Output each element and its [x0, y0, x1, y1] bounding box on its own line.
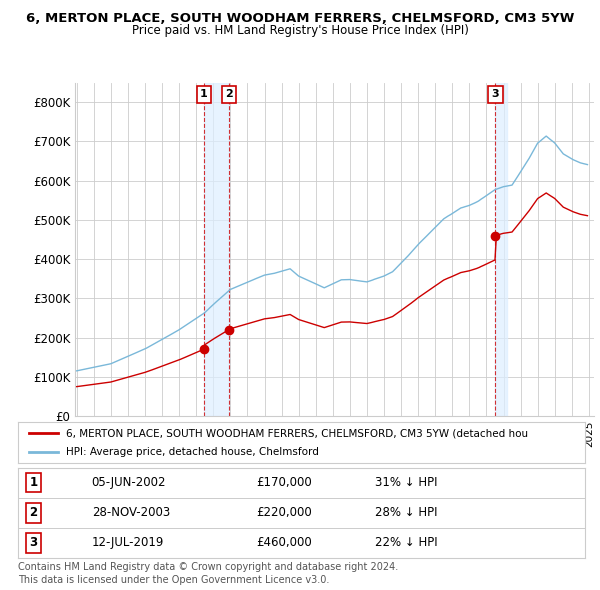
Text: 3: 3 [29, 536, 37, 549]
Text: 6, MERTON PLACE, SOUTH WOODHAM FERRERS, CHELMSFORD, CM3 5YW (detached hou: 6, MERTON PLACE, SOUTH WOODHAM FERRERS, … [66, 428, 529, 438]
Text: 28-NOV-2003: 28-NOV-2003 [92, 506, 170, 519]
Text: 05-JUN-2002: 05-JUN-2002 [92, 476, 166, 489]
Text: £170,000: £170,000 [256, 476, 312, 489]
Text: £220,000: £220,000 [256, 506, 312, 519]
Text: 31% ↓ HPI: 31% ↓ HPI [375, 476, 438, 489]
Text: 12-JUL-2019: 12-JUL-2019 [92, 536, 164, 549]
Text: 2: 2 [29, 506, 37, 519]
Text: 2: 2 [225, 89, 233, 99]
Text: Price paid vs. HM Land Registry's House Price Index (HPI): Price paid vs. HM Land Registry's House … [131, 24, 469, 37]
Text: 1: 1 [200, 89, 208, 99]
Bar [204, 83, 229, 416]
Text: 22% ↓ HPI: 22% ↓ HPI [375, 536, 438, 549]
Text: £460,000: £460,000 [256, 536, 312, 549]
Text: 28% ↓ HPI: 28% ↓ HPI [375, 506, 438, 519]
Bar [494, 83, 508, 416]
Text: 1: 1 [29, 476, 37, 489]
Text: Contains HM Land Registry data © Crown copyright and database right 2024.
This d: Contains HM Land Registry data © Crown c… [18, 562, 398, 585]
Text: 3: 3 [491, 89, 499, 99]
Text: 6, MERTON PLACE, SOUTH WOODHAM FERRERS, CHELMSFORD, CM3 5YW: 6, MERTON PLACE, SOUTH WOODHAM FERRERS, … [26, 12, 574, 25]
Text: HPI: Average price, detached house, Chelmsford: HPI: Average price, detached house, Chel… [66, 447, 319, 457]
